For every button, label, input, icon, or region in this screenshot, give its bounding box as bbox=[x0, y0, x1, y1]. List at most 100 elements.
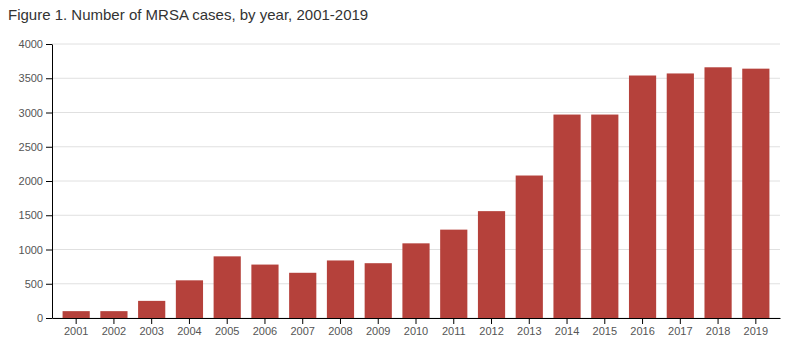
x-tick-mark bbox=[264, 318, 265, 324]
y-tick-label: 0 bbox=[37, 312, 43, 324]
bar bbox=[591, 115, 618, 318]
bar bbox=[138, 301, 165, 318]
x-tick-label: 2003 bbox=[139, 325, 163, 337]
y-tick-label: 4000 bbox=[19, 38, 43, 50]
y-axis: 0 500 1000 1500 2000 2500 3000 3500 4000 bbox=[19, 38, 53, 324]
y-axis-line bbox=[52, 45, 53, 319]
y-tick: 1000 bbox=[19, 244, 52, 256]
x-tick-mark bbox=[340, 318, 341, 324]
x-tick-label: 2002 bbox=[102, 325, 126, 337]
x-tick: 2017 bbox=[668, 318, 692, 337]
x-tick: 2007 bbox=[290, 318, 314, 337]
y-tick: 2500 bbox=[19, 141, 52, 153]
y-tick: 4000 bbox=[19, 38, 52, 50]
bars bbox=[63, 67, 770, 318]
bar bbox=[63, 311, 90, 318]
x-tick-mark bbox=[189, 318, 190, 324]
x-tick-label: 2012 bbox=[479, 325, 503, 337]
x-tick-mark bbox=[151, 318, 152, 324]
x-tick-mark bbox=[378, 318, 379, 324]
x-tick-mark bbox=[453, 318, 454, 324]
x-tick-label: 2001 bbox=[64, 325, 88, 337]
x-tick-mark bbox=[642, 318, 643, 324]
x-tick-label: 2008 bbox=[328, 325, 352, 337]
bar bbox=[402, 243, 429, 318]
x-tick-label: 2016 bbox=[630, 325, 654, 337]
y-tick-label: 3500 bbox=[19, 72, 43, 84]
y-tick: 3000 bbox=[19, 107, 52, 119]
x-tick-mark bbox=[567, 318, 568, 324]
y-tick: 500 bbox=[25, 278, 52, 290]
bar bbox=[176, 280, 203, 318]
x-tick-label: 2004 bbox=[177, 325, 201, 337]
x-tick-mark bbox=[491, 318, 492, 324]
x-tick: 2008 bbox=[328, 318, 352, 337]
x-tick-mark bbox=[227, 318, 228, 324]
x-tick-mark bbox=[718, 318, 719, 324]
x-tick-mark bbox=[680, 318, 681, 324]
bar bbox=[553, 115, 580, 318]
x-tick: 2005 bbox=[215, 318, 239, 337]
x-tick: 2015 bbox=[593, 318, 617, 337]
bar bbox=[327, 260, 354, 318]
x-tick-label: 2005 bbox=[215, 325, 239, 337]
x-tick-label: 2007 bbox=[290, 325, 314, 337]
x-tick: 2003 bbox=[139, 318, 163, 337]
bar bbox=[289, 273, 316, 318]
x-tick-mark bbox=[416, 318, 417, 324]
y-tick-mark bbox=[46, 78, 52, 79]
x-tick: 2018 bbox=[706, 318, 730, 337]
bar bbox=[742, 69, 769, 318]
x-tick-mark bbox=[113, 318, 114, 324]
grid-line bbox=[52, 44, 780, 45]
x-tick-label: 2017 bbox=[668, 325, 692, 337]
y-tick-mark bbox=[46, 113, 52, 114]
x-tick: 2010 bbox=[404, 318, 428, 337]
y-tick-label: 2000 bbox=[19, 175, 43, 187]
x-tick-label: 2009 bbox=[366, 325, 390, 337]
x-tick-mark bbox=[755, 318, 756, 324]
x-tick-label: 2019 bbox=[744, 325, 768, 337]
x-tick-mark bbox=[76, 318, 77, 324]
x-axis: 2001 2002 2003 2004 2005 2006 2007 2008 2009 2010… bbox=[53, 318, 781, 337]
x-tick: 2009 bbox=[366, 318, 390, 337]
x-tick-label: 2013 bbox=[517, 325, 541, 337]
x-tick: 2002 bbox=[102, 318, 126, 337]
y-tick-mark bbox=[46, 44, 52, 45]
y-tick-label: 3000 bbox=[19, 107, 43, 119]
x-tick-mark bbox=[529, 318, 530, 324]
y-tick: 3500 bbox=[19, 72, 52, 84]
y-tick-mark bbox=[46, 181, 52, 182]
y-tick-mark bbox=[46, 250, 52, 251]
bar bbox=[214, 256, 241, 318]
chart-container: Figure 1. Number of MRSA cases, by year,… bbox=[0, 0, 800, 350]
x-tick-label: 2010 bbox=[404, 325, 428, 337]
y-tick-label: 500 bbox=[25, 278, 43, 290]
x-tick: 2001 bbox=[64, 318, 88, 337]
x-tick-label: 2011 bbox=[442, 325, 466, 337]
bar bbox=[667, 73, 694, 318]
y-tick-label: 1500 bbox=[19, 209, 43, 221]
x-tick-label: 2006 bbox=[253, 325, 277, 337]
bar bbox=[440, 230, 467, 318]
x-tick: 2006 bbox=[253, 318, 277, 337]
x-tick: 2012 bbox=[479, 318, 503, 337]
y-tick-mark bbox=[46, 215, 52, 216]
bar bbox=[478, 211, 505, 318]
y-tick-mark bbox=[46, 318, 52, 319]
bar bbox=[704, 67, 731, 318]
chart-svg: Figure 1. Number of MRSA cases, by year,… bbox=[0, 0, 800, 350]
x-tick: 2014 bbox=[555, 318, 579, 337]
y-tick-mark bbox=[46, 147, 52, 148]
x-tick-label: 2014 bbox=[555, 325, 579, 337]
y-tick-label: 1000 bbox=[19, 244, 43, 256]
y-tick-mark bbox=[46, 284, 52, 285]
bar bbox=[629, 76, 656, 318]
x-tick: 2019 bbox=[744, 318, 768, 337]
x-tick-mark bbox=[302, 318, 303, 324]
x-tick-label: 2015 bbox=[593, 325, 617, 337]
chart-title: Figure 1. Number of MRSA cases, by year,… bbox=[8, 6, 368, 23]
x-tick: 2004 bbox=[177, 318, 201, 337]
y-tick: 0 bbox=[37, 312, 52, 324]
x-tick-mark bbox=[604, 318, 605, 324]
